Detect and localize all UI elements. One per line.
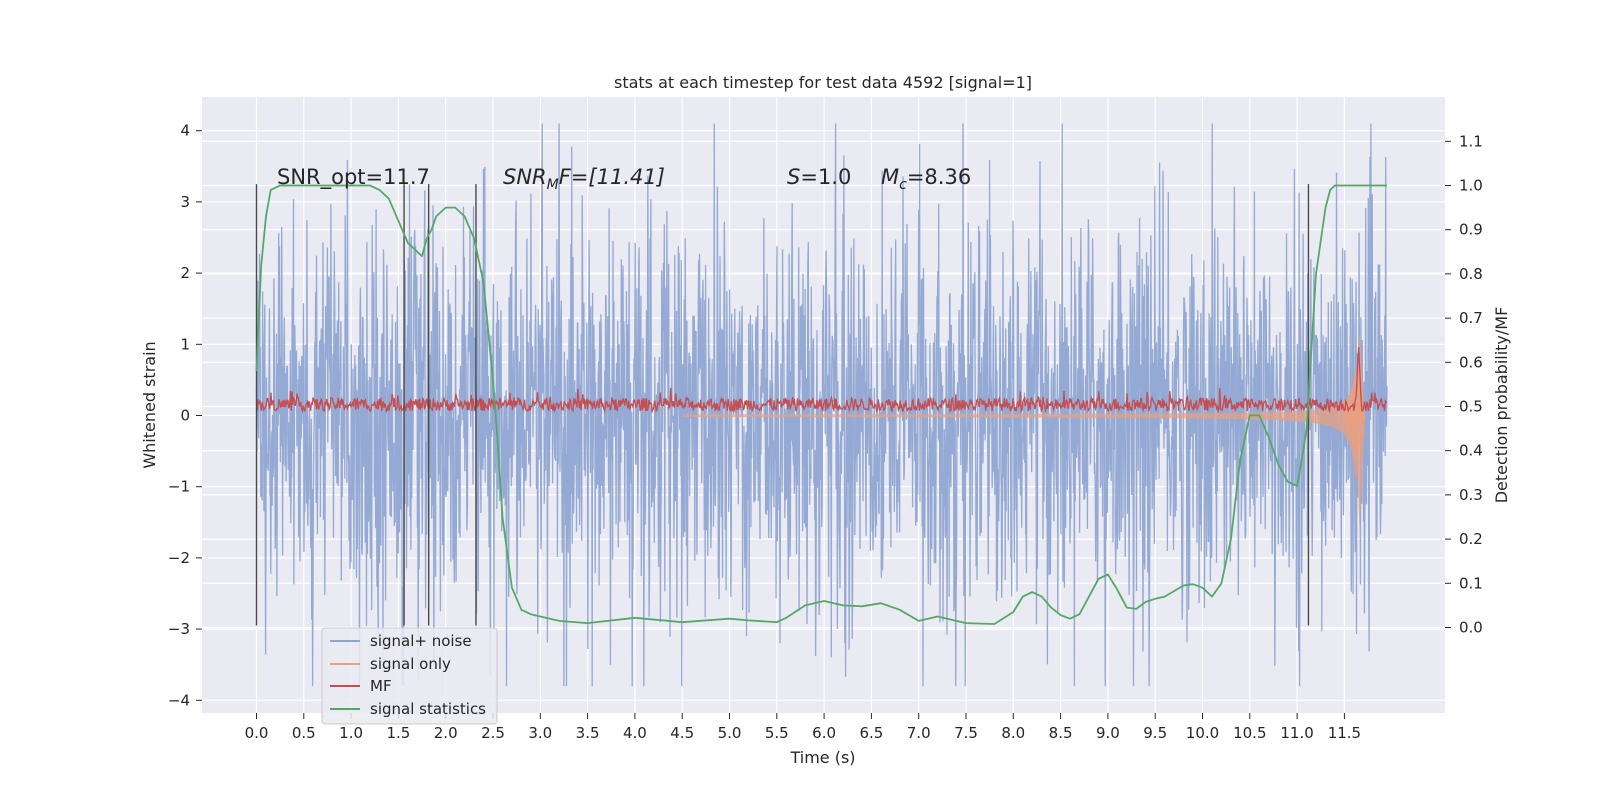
x-tick-label: 8.5 <box>1049 724 1073 742</box>
y-right-tick-label: 0.2 <box>1459 530 1483 548</box>
y-left-tick-label: 2 <box>180 264 190 282</box>
y-right-tick-label: 0.3 <box>1459 486 1483 504</box>
y-left-tick-label: 4 <box>180 122 190 140</box>
annotation-snr-opt: SNR_opt=11.7 <box>277 165 430 190</box>
y-right-tick-label: 1.1 <box>1459 132 1483 150</box>
x-tick-label: 10.0 <box>1186 724 1219 742</box>
x-tick-label: 3.5 <box>576 724 600 742</box>
x-tick-label: 5.5 <box>765 724 789 742</box>
signal-only-chirp <box>1343 371 1366 460</box>
x-tick-label: 7.5 <box>954 724 978 742</box>
chart-title: stats at each timestep for test data 459… <box>614 73 1032 92</box>
x-tick-label: 4.0 <box>623 724 647 742</box>
x-tick-label: 8.0 <box>1001 724 1025 742</box>
tick-labels: 0.0 0.5 1.0 1.5 2.0 2.5 3.0 3.5 4.0 4.5 5.0 5.5 6.0 6… <box>168 122 1483 742</box>
y-left-tick-label: 3 <box>180 193 190 211</box>
y-left-tick-label: −3 <box>168 620 190 638</box>
y-left-tick-label: −1 <box>168 478 190 496</box>
y-left-tick-label: −4 <box>168 691 190 709</box>
x-tick-label: 4.5 <box>670 724 694 742</box>
x-axis-label: Time (s) <box>789 748 855 767</box>
x-tick-label: 11.5 <box>1328 724 1361 742</box>
y-right-tick-label: 0.9 <box>1459 221 1483 239</box>
legend-label-mf: MF <box>370 677 392 695</box>
y-left-tick-label: −2 <box>168 549 190 567</box>
y-axis-label-left: Whitened strain <box>140 341 159 468</box>
x-tick-label: 0.0 <box>245 724 269 742</box>
x-tick-label: 11.0 <box>1280 724 1313 742</box>
y-right-tick-label: 0.0 <box>1459 619 1483 637</box>
mf-line <box>256 347 1388 414</box>
x-tick-label: 2.5 <box>481 724 505 742</box>
legend-label-stats: signal statistics <box>370 700 486 718</box>
legend-label-signal: signal only <box>370 655 451 673</box>
x-tick-label: 10.5 <box>1233 724 1266 742</box>
x-tick-label: 1.5 <box>386 724 410 742</box>
annotation-snr-mf: SNRMF=[11.41] <box>503 165 665 193</box>
y-right-tick-label: 1.0 <box>1459 177 1483 195</box>
y-right-tick-label: 0.1 <box>1459 574 1483 592</box>
y-axis-label-right: Detection probability/MF <box>1492 307 1511 504</box>
signal-statistics-line <box>255 184 1387 625</box>
x-tick-label: 6.5 <box>859 724 883 742</box>
y-left-tick-label: 1 <box>180 335 190 353</box>
x-tick-label: 9.0 <box>1096 724 1120 742</box>
x-tick-label: 2.0 <box>434 724 458 742</box>
signal-only-series <box>682 330 1366 531</box>
annotation-s: S=1.0 <box>787 165 851 189</box>
x-tick-label: 3.0 <box>528 724 552 742</box>
x-tick-label: 0.5 <box>292 724 316 742</box>
y-left-tick-label: 0 <box>180 407 190 425</box>
x-tick-label: 7.0 <box>907 724 931 742</box>
y-right-tick-label: 0.4 <box>1459 442 1483 460</box>
mf-series <box>256 347 1388 414</box>
x-tick-label: 1.0 <box>339 724 363 742</box>
y-right-tick-label: 0.6 <box>1459 353 1483 371</box>
y-right-tick-label: 0.5 <box>1459 398 1483 416</box>
legend-box <box>321 627 498 725</box>
y-right-tick-label: 0.7 <box>1459 309 1483 327</box>
x-tick-label: 5.0 <box>718 724 742 742</box>
x-tick-label: 9.5 <box>1143 724 1167 742</box>
annotation-mc: Mc=8.36 <box>881 165 971 193</box>
legend: signal+ noise signal only MF signal stat… <box>321 627 498 725</box>
legend-label-noise: signal+ noise <box>370 632 472 650</box>
signal-statistics-series <box>255 184 1387 625</box>
x-tick-label: 6.0 <box>812 724 836 742</box>
y-right-tick-label: 0.8 <box>1459 265 1483 283</box>
